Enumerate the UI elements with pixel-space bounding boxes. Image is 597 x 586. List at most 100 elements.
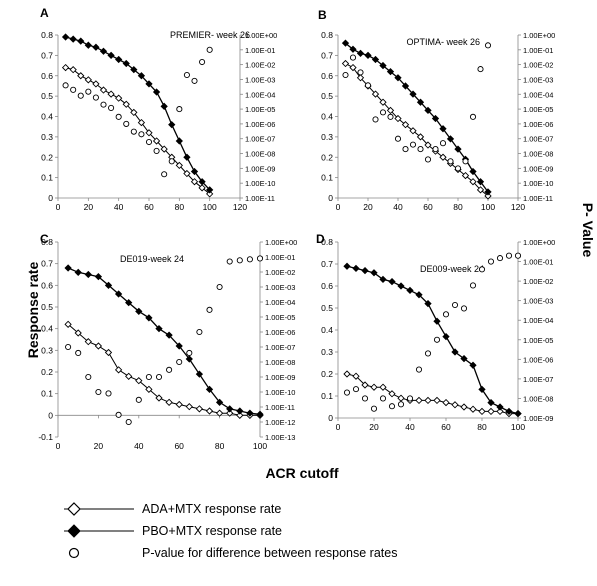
- data-point-circle: [176, 358, 183, 366]
- legend-item-ada: ADA+MTX response rate: [62, 499, 482, 521]
- y2-tick-label: 1.00E+00: [265, 238, 297, 247]
- data-point-diamond: [236, 411, 244, 419]
- data-point-circle: [135, 396, 142, 403]
- data-point-circle: [199, 58, 206, 66]
- series-open-diamond: [64, 320, 264, 419]
- y-tick-label: 0.3: [41, 132, 53, 142]
- data-point-diamond: [122, 100, 130, 108]
- data-point-diamond: [226, 409, 234, 417]
- data-point-diamond: [439, 153, 447, 161]
- y2-tick-label: 1.00E-10: [265, 388, 295, 397]
- data-point-diamond: [99, 86, 108, 94]
- y-tick-label: 0.4: [41, 112, 53, 122]
- data-point-diamond: [107, 51, 115, 60]
- data-point-diamond: [424, 141, 432, 149]
- data-point-diamond: [215, 409, 224, 417]
- x-tick-label: 80: [215, 441, 225, 451]
- y2-tick-label: 1.00E-02: [245, 61, 275, 70]
- data-point-diamond: [478, 385, 486, 394]
- data-point-diamond: [379, 383, 387, 391]
- y-tick-label: 0.8: [41, 30, 53, 40]
- y-tick-label: 0.4: [321, 325, 333, 335]
- y-tick-label: 0.6: [321, 281, 333, 291]
- y2-tick-label: 1.00E-06: [265, 328, 295, 337]
- data-point-circle: [206, 46, 213, 53]
- data-point-circle: [75, 349, 82, 357]
- data-point-diamond: [370, 383, 378, 391]
- data-point-circle: [342, 71, 349, 79]
- data-point-diamond: [343, 262, 351, 270]
- data-point-diamond: [476, 178, 485, 186]
- x-tick-label: 0: [336, 422, 341, 432]
- data-point-diamond: [64, 264, 72, 272]
- data-point-diamond: [155, 394, 163, 402]
- x-tick-label: 0: [56, 202, 61, 212]
- legend-item-pbo: PBO+MTX response rate: [62, 521, 482, 543]
- y2-tick-label: 1.00E-08: [265, 358, 295, 367]
- data-point-diamond: [195, 405, 204, 413]
- y2-tick-label: 1.00E+00: [523, 238, 555, 247]
- y-tick-label: 0.7: [41, 50, 53, 60]
- y-tick-label: 0.7: [41, 259, 53, 269]
- data-point-circle: [216, 283, 223, 291]
- data-point-circle: [379, 109, 387, 116]
- data-point-diamond: [226, 405, 234, 413]
- series-open-diamond: [341, 59, 492, 200]
- legend-label-pvalue: P-value for difference between response …: [142, 546, 398, 560]
- data-point-diamond: [175, 137, 183, 145]
- data-point-circle: [439, 140, 447, 147]
- data-point-circle: [397, 401, 405, 408]
- y2-tick-label: 1.00E+00: [523, 31, 555, 40]
- data-point-circle: [424, 156, 432, 163]
- data-point-diamond: [69, 35, 77, 43]
- data-point-circle: [168, 158, 175, 165]
- y-tick-label: 0.6: [41, 71, 53, 81]
- data-point-diamond: [190, 167, 199, 176]
- data-point-diamond: [451, 348, 459, 356]
- y-tick-label: 0.6: [321, 71, 333, 81]
- data-point-circle: [65, 343, 72, 351]
- y-tick-label: 0.2: [41, 367, 53, 377]
- x-tick-label: 20: [369, 422, 379, 432]
- y-tick-label: 0: [328, 413, 333, 423]
- data-point-diamond: [168, 121, 176, 129]
- data-point-diamond: [183, 153, 191, 161]
- y2-tick-label: 1.00E-03: [265, 283, 295, 292]
- data-point-diamond: [424, 106, 432, 115]
- data-point-diamond: [104, 348, 113, 357]
- data-point-diamond: [454, 145, 462, 153]
- y2-tick-label: 1.00E-09: [523, 414, 553, 423]
- data-point-diamond: [206, 190, 214, 198]
- data-point-diamond: [433, 317, 441, 325]
- data-point-diamond: [379, 275, 387, 284]
- y-tick-label: 0.5: [41, 91, 53, 101]
- series-open-circle: [62, 46, 213, 178]
- data-point-circle: [484, 42, 492, 49]
- x-tick-label: 20: [94, 441, 104, 451]
- y-tick-label: 0.1: [321, 173, 333, 183]
- data-point-diamond: [469, 178, 477, 186]
- data-point-circle: [460, 305, 468, 312]
- data-point-diamond: [92, 43, 100, 51]
- series-open-diamond: [61, 63, 214, 198]
- panel-letter: D: [316, 232, 325, 246]
- y2-tick-label: 1.00E-10: [245, 179, 275, 188]
- data-point-diamond: [125, 372, 133, 380]
- y2-tick-label: 1.00E-02: [523, 61, 553, 70]
- data-point-diamond: [356, 49, 365, 57]
- y2-tick-label: 1.00E-05: [245, 105, 275, 114]
- y2-tick-label: 1.00E-04: [265, 298, 295, 307]
- data-point-circle: [424, 350, 432, 357]
- x-axis-label: ACR cutoff: [265, 465, 339, 481]
- data-point-circle: [462, 158, 469, 165]
- data-point-circle: [364, 82, 372, 89]
- data-point-circle: [388, 403, 396, 410]
- y2-tick-label: 1.00E-11: [265, 403, 295, 412]
- data-point-diamond: [205, 385, 214, 393]
- y-tick-label: 0.7: [321, 259, 333, 269]
- data-point-circle: [433, 336, 441, 343]
- data-point-diamond: [356, 74, 365, 82]
- data-point-diamond: [371, 90, 380, 98]
- data-point-circle: [62, 82, 69, 89]
